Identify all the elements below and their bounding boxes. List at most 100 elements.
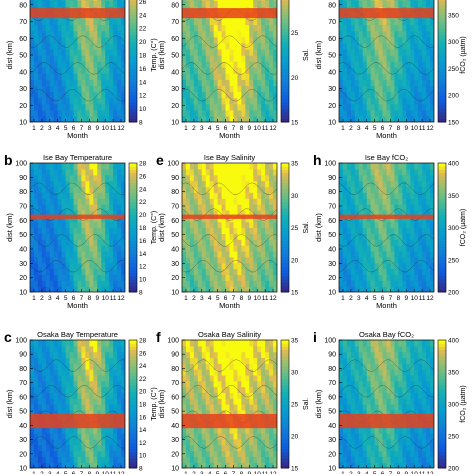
heat-cell (237, 392, 242, 399)
heat-cell (30, 262, 35, 270)
colorbar-segment (281, 250, 289, 254)
heat-cell (253, 163, 258, 170)
heat-cell (273, 250, 277, 258)
heat-cell (358, 174, 364, 182)
highlight-band (182, 214, 277, 219)
heat-cell (69, 0, 75, 7)
heat-cell (81, 198, 87, 205)
heat-cell (205, 204, 211, 211)
heat-cell (101, 274, 106, 281)
heat-cell (65, 438, 71, 446)
heat-cell (121, 380, 125, 388)
heat-cell (430, 192, 434, 199)
colorbar-segment (129, 204, 137, 209)
heat-cell (97, 398, 102, 405)
heat-cell (65, 215, 71, 223)
y-tick-label: 70 (19, 204, 27, 211)
heat-cell (33, 398, 39, 405)
heat-cell (237, 438, 242, 446)
heat-cell (362, 67, 368, 74)
heat-cell (249, 168, 254, 176)
heat-cell (182, 109, 187, 117)
heat-cell (237, 221, 242, 229)
heat-cell (41, 97, 47, 105)
heat-cell (61, 268, 67, 276)
heat-cell (97, 0, 102, 7)
heat-cell (109, 450, 114, 457)
heat-cell (77, 0, 83, 7)
heat-cell (430, 215, 434, 223)
heat-cell (93, 256, 98, 264)
heat-cell (350, 24, 356, 32)
heat-cell (422, 268, 427, 276)
heat-cell (53, 209, 59, 217)
heat-cell (339, 24, 344, 32)
heat-cell (197, 198, 203, 205)
heat-cell (386, 18, 392, 26)
heat-cell (113, 61, 118, 68)
heat-cell (245, 48, 250, 56)
heat-cell (49, 67, 55, 74)
heat-cell (366, 18, 372, 26)
heat-cell (398, 42, 403, 50)
colorbar-segment (129, 445, 137, 450)
panel-title: Ise Bay Temperature (43, 153, 112, 162)
heat-cell (53, 18, 59, 26)
heat-cell (65, 30, 71, 38)
heat-cell (374, 97, 380, 105)
contour-line (182, 208, 277, 221)
heat-cell (362, 209, 368, 217)
colorbar-segment (129, 279, 137, 283)
heat-cell (113, 438, 118, 446)
heat-cell (97, 427, 102, 434)
y-tick-label: 100 (15, 338, 27, 345)
heat-cell (221, 209, 227, 217)
heat-cell (229, 79, 235, 87)
heat-cell (241, 386, 246, 393)
colorbar-frame (280, 0, 290, 123)
heat-cell (57, 433, 63, 440)
heat-cell (398, 186, 403, 193)
heat-cell (217, 245, 223, 252)
plot-frame (29, 339, 126, 469)
heat-cell (109, 221, 114, 229)
heat-cell (217, 0, 223, 7)
heat-cell (273, 262, 277, 270)
heat-cell (37, 398, 43, 405)
heat-cell (109, 280, 114, 287)
heat-cell (225, 0, 231, 7)
heat-cell (241, 345, 246, 353)
heat-cell (229, 233, 235, 240)
y-tick-label: 20 (19, 451, 27, 458)
colorbar-tick-label: 16 (139, 238, 147, 245)
heat-cell (342, 55, 348, 62)
x-tick-label: 4 (56, 471, 60, 474)
colorbar-segment (281, 24, 289, 29)
heat-cell (89, 386, 94, 393)
colorbar-segment (129, 169, 137, 174)
heat-cell (109, 186, 114, 193)
heat-cell (97, 204, 102, 211)
x-tick-label: 11 (419, 125, 426, 132)
heat-cell (273, 0, 277, 1)
heat-cell (69, 163, 75, 170)
heat-cell (229, 55, 235, 62)
heat-cell (229, 444, 235, 452)
heat-cell (249, 109, 254, 117)
heat-cell (69, 48, 75, 56)
heat-cell (430, 180, 434, 188)
heat-cell (81, 374, 87, 382)
heat-cell (261, 79, 266, 87)
heat-cell (81, 61, 87, 68)
heat-cell (37, 409, 43, 417)
heat-cell (193, 115, 199, 122)
heat-cell (245, 67, 250, 74)
heat-cell (61, 363, 67, 370)
heat-cell (374, 221, 380, 229)
heat-cell (109, 245, 114, 252)
heat-cell (37, 433, 43, 440)
heat-cell (233, 404, 239, 411)
heat-cell (193, 163, 199, 170)
heat-cell (273, 340, 277, 347)
heat-cell (233, 363, 239, 370)
